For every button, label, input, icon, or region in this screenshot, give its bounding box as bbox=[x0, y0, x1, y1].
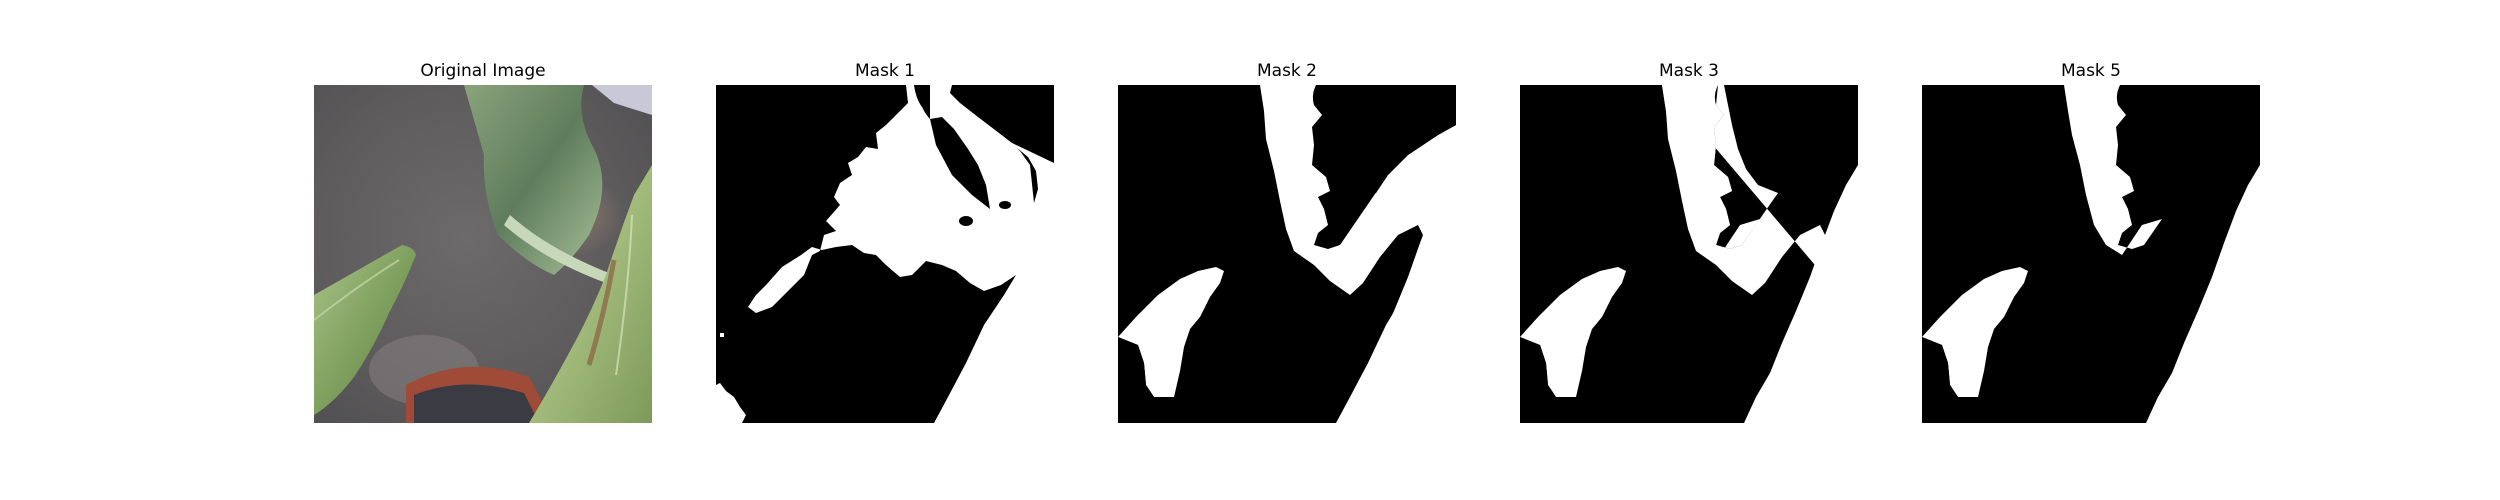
panel-mask-1: Mask 1 bbox=[716, 0, 1054, 500]
panel-title: Mask 5 bbox=[2060, 61, 2121, 81]
mask-1-image bbox=[716, 85, 1054, 423]
panel-mask-3: Mask 3 bbox=[1520, 0, 1858, 500]
mask-5-image bbox=[1922, 85, 2260, 423]
panel-title: Mask 3 bbox=[1658, 61, 1719, 81]
panel-original-image: Original Image bbox=[314, 0, 652, 500]
original-photo bbox=[314, 85, 652, 423]
mask-3-image bbox=[1520, 85, 1858, 423]
panel-title: Original Image bbox=[420, 61, 546, 81]
panel-mask-2: Mask 2 bbox=[1118, 0, 1456, 500]
panel-title: Mask 2 bbox=[1256, 61, 1317, 81]
panel-title: Mask 1 bbox=[854, 61, 915, 81]
panel-mask-5: Mask 5 bbox=[1922, 0, 2260, 500]
mask-2-image bbox=[1118, 85, 1456, 423]
